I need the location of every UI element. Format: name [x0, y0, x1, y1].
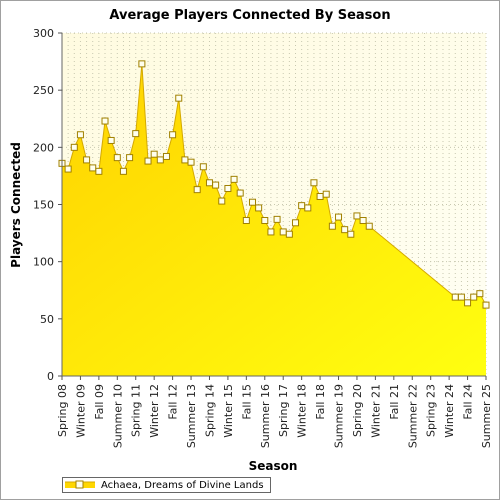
data-point	[132, 130, 140, 138]
x-tick-label: Fall 15	[240, 384, 253, 420]
x-tick-label: Fall 21	[388, 384, 401, 420]
data-point	[279, 228, 287, 236]
data-point	[310, 179, 318, 187]
x-axis-ticks: Spring 08 Winter 09 Fall 09 Summer 10 Spring…	[56, 376, 493, 448]
data-point	[162, 152, 170, 160]
data-point	[365, 222, 373, 230]
data-point	[224, 184, 232, 192]
data-point	[316, 192, 324, 200]
data-point	[353, 212, 361, 220]
x-tick-label: Fall 12	[167, 384, 180, 420]
data-point	[175, 94, 183, 102]
data-point	[64, 165, 72, 173]
x-tick-label: Winter 18	[296, 384, 309, 438]
data-point	[451, 293, 459, 301]
data-point	[113, 154, 121, 162]
data-point	[335, 213, 343, 221]
data-point	[482, 301, 490, 309]
data-point	[236, 189, 244, 197]
data-point	[76, 131, 84, 139]
data-point	[150, 150, 158, 158]
data-point	[187, 158, 195, 166]
data-point	[138, 60, 146, 68]
y-tick-label: 250	[33, 84, 54, 97]
x-tick-label: Fall 09	[93, 384, 106, 420]
data-point	[181, 156, 189, 164]
data-point	[144, 157, 152, 165]
y-tick-label: 50	[40, 313, 54, 326]
y-tick-label: 150	[33, 199, 54, 212]
data-point	[70, 143, 78, 151]
y-tick-label: 200	[33, 141, 54, 154]
data-point	[470, 293, 478, 301]
y-axis-ticks: 0 50 100 150 200 250 300	[33, 27, 62, 383]
x-tick-label: Summer 22	[406, 384, 419, 448]
data-point	[156, 156, 164, 164]
legend-label: Achaea, Dreams of Divine Lands	[101, 479, 264, 491]
x-tick-label: Spring 23	[425, 384, 438, 437]
y-axis-title: Players Connected	[9, 142, 23, 268]
x-tick-label: Summer 10	[111, 384, 124, 448]
data-point	[298, 202, 306, 210]
x-tick-label: Spring 17	[277, 384, 290, 437]
data-point	[242, 217, 250, 225]
data-point	[261, 217, 269, 225]
series-area	[62, 63, 486, 377]
y-tick-label: 300	[33, 27, 54, 40]
x-tick-label: Fall 24	[462, 384, 475, 420]
data-point	[359, 217, 367, 225]
data-point	[205, 179, 213, 187]
y-tick-label: 0	[47, 370, 54, 383]
x-tick-label: Summer 13	[185, 384, 198, 448]
data-point	[83, 156, 91, 164]
data-point	[230, 175, 238, 183]
x-tick-label: Spring 11	[130, 384, 143, 437]
x-axis-title: Season	[249, 459, 298, 473]
x-tick-label: Winter 21	[369, 384, 382, 438]
data-point	[218, 197, 226, 205]
data-point	[248, 198, 256, 206]
data-point	[347, 230, 355, 238]
data-point	[107, 136, 115, 144]
data-point	[199, 163, 207, 171]
data-point	[328, 222, 336, 230]
x-tick-label: Spring 20	[351, 384, 364, 437]
data-point	[101, 117, 109, 125]
data-point	[267, 228, 275, 236]
legend-swatch	[65, 479, 95, 491]
data-point	[322, 190, 330, 198]
x-tick-label: Winter 15	[222, 384, 235, 438]
x-tick-label: Summer 16	[259, 384, 272, 448]
data-point	[212, 181, 220, 189]
chart-title: Average Players Connected By Season	[109, 8, 391, 23]
x-tick-label: Winter 09	[74, 384, 87, 438]
x-tick-label: Summer 19	[333, 384, 346, 448]
data-point	[457, 293, 465, 301]
data-point	[476, 290, 484, 298]
data-point	[126, 154, 134, 162]
data-point	[169, 131, 177, 139]
data-point	[341, 226, 349, 234]
data-point	[292, 219, 300, 227]
x-tick-label: Winter 12	[148, 384, 161, 438]
data-point	[95, 167, 103, 175]
data-point	[255, 204, 263, 212]
data-point	[304, 204, 312, 212]
data-point	[193, 186, 201, 194]
x-tick-label: Winter 24	[443, 384, 456, 438]
data-point	[89, 164, 97, 172]
x-tick-label: Spring 08	[56, 384, 69, 437]
legend: Achaea, Dreams of Divine Lands	[62, 477, 271, 493]
x-tick-label: Fall 18	[314, 384, 327, 420]
data-point	[285, 230, 293, 238]
y-tick-label: 100	[33, 256, 54, 269]
data-point	[464, 299, 472, 307]
x-tick-label: Spring 14	[203, 384, 216, 437]
data-point	[119, 167, 127, 175]
x-tick-label: Summer 25	[480, 384, 493, 448]
data-point	[273, 215, 281, 223]
